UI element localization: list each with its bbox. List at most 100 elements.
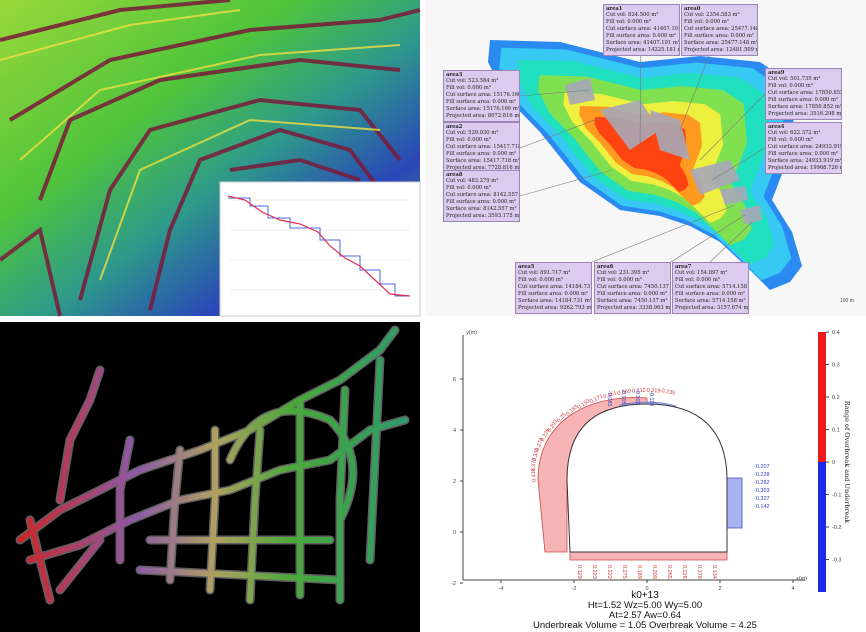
area-label: area8 Cut vol: 483.279 m³ Fill vol: 0.000 …: [443, 170, 520, 222]
underbreak-label: -0.228: [754, 472, 770, 478]
area-name: area6: [597, 264, 614, 270]
area-stat: Fill surface area: 0.000 m²: [768, 151, 838, 157]
underbreak-label: -0.103: [634, 389, 640, 405]
overbreak-label: 0.129: [576, 565, 582, 579]
area-name: area4: [768, 124, 785, 130]
area-stat: Projected area: 3593.175 m²: [446, 213, 520, 219]
area-stat: Fill vol: 0.000 m³: [768, 137, 813, 143]
leader-line: [519, 117, 601, 149]
colorbar-tick-label: 0: [832, 460, 835, 466]
area-stat: Fill vol: 0.000 m³: [446, 185, 491, 191]
area-stat: Cut surface area: 7450.137 m²: [597, 284, 671, 290]
tunnel-network-panel: [0, 322, 420, 632]
area-stat: Projected area: 3338.963 m²: [597, 305, 671, 311]
colorbar-tick-label: 0.2: [832, 395, 840, 401]
x-tick-label: 4: [791, 586, 794, 592]
area-stat: Fill surface area: 0.000 m²: [606, 33, 676, 39]
tunnel: [247, 427, 263, 603]
area-stat: Surface area: 7450.137 m²: [597, 298, 668, 304]
underbreak-label: -0.327: [754, 496, 770, 502]
area-label: area9 Cut vol: 501.735 m³ Fill vol: 0.000 …: [765, 68, 842, 120]
leader-line: [519, 89, 591, 97]
area-stat: Fill vol: 0.000 m³: [675, 277, 720, 283]
overbreak-label: 0.25: [556, 412, 568, 424]
overbreak-label: 0.222: [606, 565, 612, 579]
underbreak-label: -0.142: [754, 504, 770, 510]
area-stat: Fill vol: 0.000 m³: [606, 19, 651, 25]
area-stat: Fill vol: 0.000 m³: [684, 19, 729, 25]
overbreak-label: 0.416: [531, 468, 538, 482]
area-stat: Cut vol: 231.395 m³: [597, 270, 650, 276]
area-stat: Projected area: 3516.298 m²: [768, 111, 842, 117]
overbreak-label: 0.223: [591, 565, 597, 579]
area-label: area5 Cut vol: 891.717 m³ Fill vol: 0.000 …: [515, 262, 592, 314]
underbreak-label: -0.119: [648, 391, 654, 406]
area-stat: Fill surface area: 0.000 m²: [675, 291, 745, 297]
area-stat: Cut vol: 501.735 m³: [768, 76, 821, 82]
overbreak-label: 0.189: [636, 565, 642, 579]
leader-line: [519, 169, 613, 197]
area-name: area3: [446, 72, 463, 78]
area-stat: Projected area: 19968.726 m²: [768, 165, 842, 171]
area-stat: Cut surface area: 41407.101 m²: [606, 26, 680, 32]
overbreak-label: 0.178: [696, 565, 702, 579]
colorbar-label: Range of Overbreak and Underbreak: [843, 401, 851, 524]
overbreak-label: 0.219: [647, 388, 661, 395]
overbreak-label: 0.265: [666, 565, 672, 579]
area-stat: Fill surface area: 0.000 m²: [597, 291, 667, 297]
underbreak-label: -0.085: [606, 391, 612, 407]
overbreak-label: 0.134: [711, 565, 717, 579]
area-stat: Fill surface area: 0.000 m²: [684, 33, 754, 39]
area-label: area7 Cut vol: 154.897 m³ Fill vol: 0.000 …: [672, 262, 749, 314]
area-stat: Fill surface area: 0.000 m²: [446, 99, 516, 105]
area-stat: Projected area: 8072.816 m²: [446, 113, 520, 119]
section-params: At=2.57 Aw=0.64: [609, 610, 681, 621]
y-tick-label: -2: [451, 581, 456, 587]
area-stat: Cut surface area: 17850.852 m²: [768, 90, 842, 96]
overbreak-label: 0.235: [661, 388, 676, 396]
area-stat: Cut surface area: 15417.718 m²: [446, 144, 520, 150]
area-stat: Projected area: 9262.793 m²: [518, 305, 592, 311]
colorbar-tick-label: 0.1: [832, 428, 840, 434]
area-name: area5: [518, 264, 535, 270]
overbreak-label: 0.151: [603, 390, 618, 400]
area-stat: Cut surface area: 14184.731 m²: [518, 284, 592, 290]
terrain-panel: [0, 0, 421, 317]
x-axis-label: x(m): [796, 576, 807, 582]
area-stat: Surface area: 41407.101 m²: [606, 40, 680, 46]
area-stat: Cut vol: 529.030 m³: [446, 130, 499, 136]
colorbar-tick-label: -0.2: [832, 525, 841, 531]
section-params: Underbreak Volume = 1.05 Overbreak Volum…: [533, 620, 757, 631]
x-tick-label: -4: [499, 586, 504, 592]
area-stat: Fill vol: 0.000 m³: [446, 137, 491, 143]
tunnel: [207, 427, 218, 593]
tunnel: [57, 367, 103, 503]
area-stat: Surface area: 17850.852 m²: [768, 104, 842, 110]
tunnel: [137, 567, 343, 583]
colorbar-tick-label: -0.1: [832, 493, 841, 499]
section-params: Ht=1.52 Wz=5.00 Wy=5.00: [588, 600, 702, 611]
leader-line: [709, 221, 753, 263]
underbreak-label: -0.105: [620, 389, 626, 405]
area-name: area1: [606, 6, 623, 12]
tunnel: [367, 357, 383, 563]
area-name: area2: [446, 124, 463, 130]
area-name: area0: [684, 6, 701, 12]
area-label: area3 Cut vol: 523.584 m³ Fill vol: 0.000 …: [443, 70, 520, 122]
colorbar-tick-label: -0.3: [832, 558, 841, 564]
area-stat: Fill vol: 0.000 m³: [597, 277, 642, 283]
y-tick-label: 6: [453, 377, 456, 383]
area-stat: Surface area: 24933.919 m²: [768, 158, 842, 164]
area-name: area7: [675, 264, 692, 270]
area-stat: Projected area: 12481.509 m²: [684, 47, 758, 53]
area-name: area8: [446, 172, 463, 178]
y-tick-label: 0: [453, 530, 456, 536]
overbreak-label: 0.336: [532, 447, 541, 462]
tunnel: [337, 387, 348, 603]
y-axis-label: y(m): [466, 330, 477, 336]
tunnel: [227, 408, 356, 523]
area-stat: Fill surface area: 0.000 m²: [518, 291, 588, 297]
overbreak-label: 0.274: [535, 437, 545, 452]
colorbar-tick-label: 0.3: [832, 363, 840, 369]
